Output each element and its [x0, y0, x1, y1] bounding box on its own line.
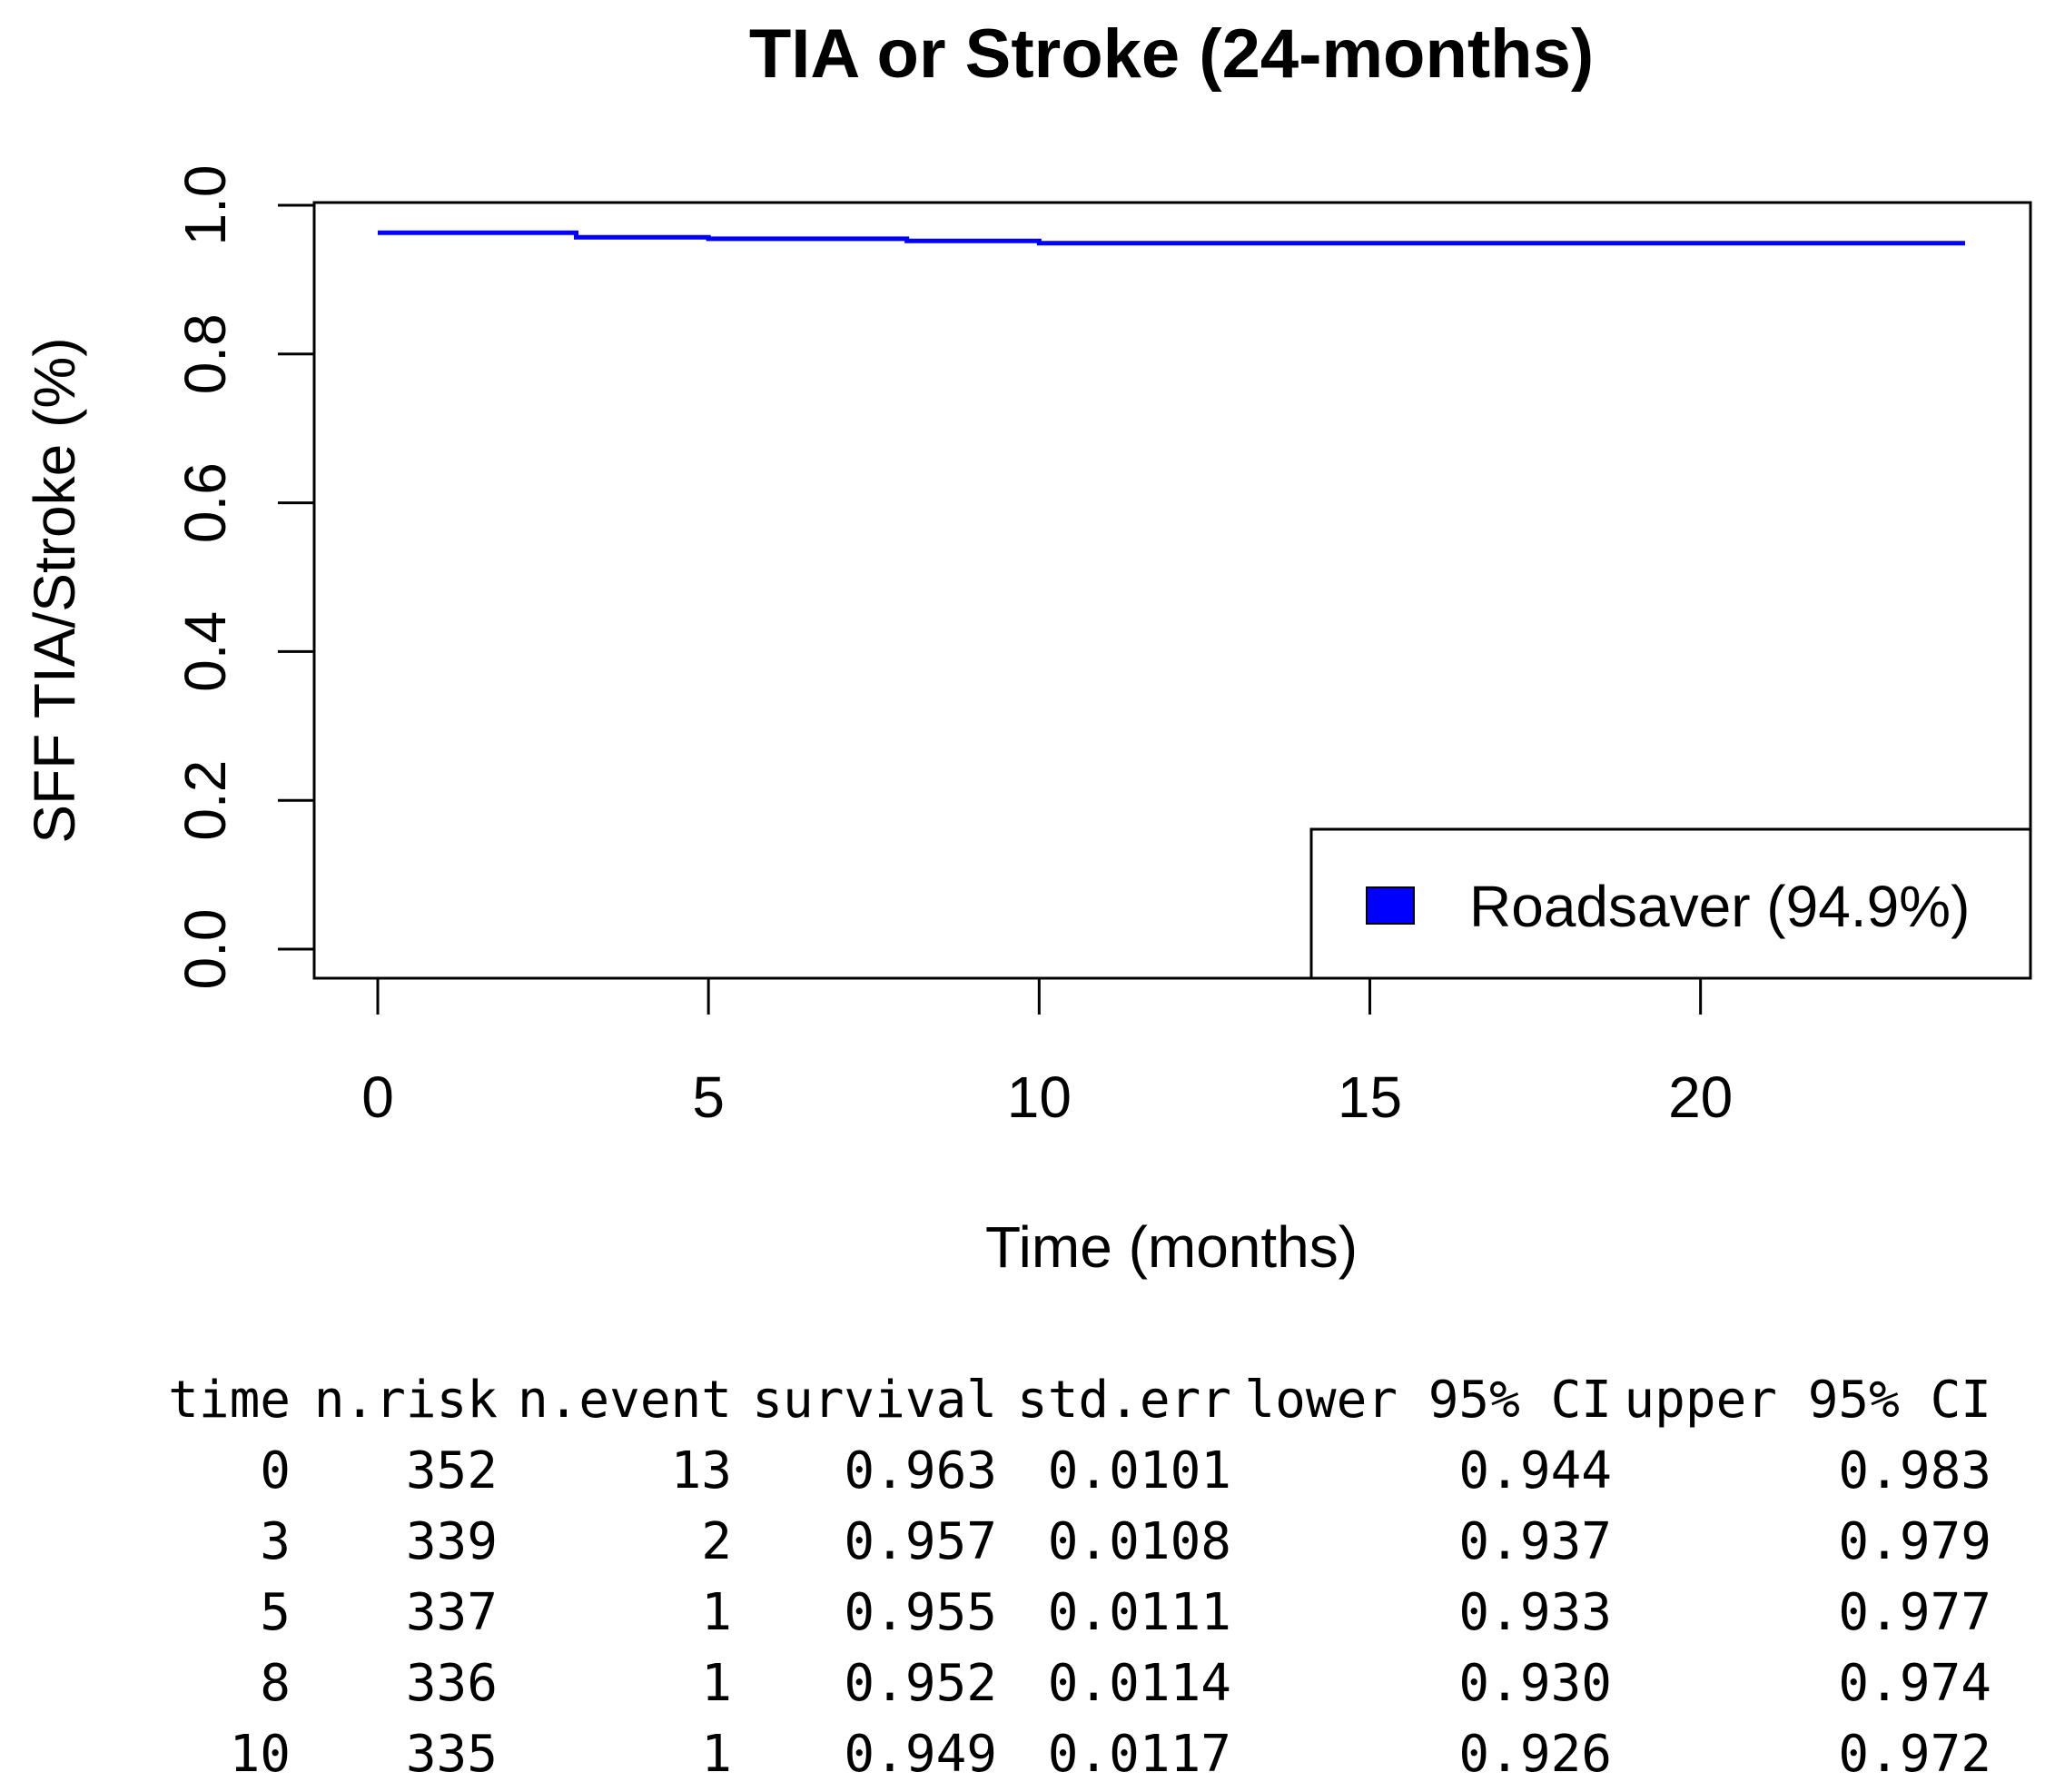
- table-cell: 3: [260, 1512, 291, 1571]
- table-cell: 0.0117: [1048, 1725, 1231, 1784]
- survival-table: time n.risk n.event survival std.err lower 95…: [168, 1371, 1991, 1784]
- series-line-roadsaver: [378, 230, 1965, 246]
- table-header: survival: [752, 1371, 997, 1430]
- table-cell: 0.955: [844, 1583, 997, 1642]
- x-tick-label: 20: [1668, 1064, 1733, 1130]
- y-tick-label: 0.8: [173, 313, 238, 394]
- x-tick-label: 0: [361, 1064, 394, 1130]
- y-tick-label: 0.0: [173, 909, 238, 990]
- table-cell: 0.963: [844, 1441, 997, 1500]
- table-cell: 0.944: [1458, 1441, 1612, 1500]
- table-cell: 0: [260, 1441, 291, 1500]
- table-cell: 1: [701, 1654, 732, 1713]
- x-axis-label: Time (months): [985, 1214, 1358, 1280]
- legend-label-roadsaver: Roadsaver (94.9%): [1469, 874, 1970, 939]
- table-cell: 0.952: [844, 1654, 997, 1713]
- y-tick-label: 0.2: [173, 760, 238, 841]
- table-cell: 0.972: [1838, 1725, 1991, 1784]
- table-cell: 0.0108: [1048, 1512, 1231, 1571]
- y-axis: 0.0 0.2 0.4 0.6 0.8 1.0: [173, 165, 316, 990]
- table-cell: 0.926: [1458, 1725, 1612, 1784]
- table-cell: 0.0101: [1048, 1441, 1231, 1500]
- table-header: n.risk: [314, 1371, 498, 1430]
- table-cell: 339: [406, 1512, 498, 1571]
- y-tick-label: 0.6: [173, 462, 238, 543]
- table-cell: 1: [701, 1583, 732, 1642]
- chart-title: TIA or Stroke (24-months): [749, 15, 1594, 93]
- legend-box: [1309, 827, 2032, 980]
- table-cell: 8: [260, 1654, 291, 1713]
- y-axis-label: SFF TIA/Stroke (%): [22, 337, 87, 843]
- table-cell: 0.949: [844, 1725, 997, 1784]
- table-cell: 0.933: [1458, 1583, 1612, 1642]
- table-cell: 0.0111: [1048, 1583, 1231, 1642]
- table-header: lower 95% CI: [1244, 1371, 1612, 1430]
- legend-swatch-roadsaver: [1366, 886, 1415, 925]
- y-tick-label: 1.0: [173, 165, 238, 246]
- x-axis: 0 5 10 15 20: [361, 976, 1733, 1130]
- table-header: upper 95% CI: [1624, 1371, 1991, 1430]
- table-header: std.err: [1017, 1371, 1231, 1430]
- table-cell: 1: [701, 1725, 732, 1784]
- table-cell: 10: [230, 1725, 291, 1784]
- x-tick-label: 5: [692, 1064, 725, 1130]
- table-cell: 0.979: [1838, 1512, 1991, 1571]
- table-cell: 0.937: [1458, 1512, 1612, 1571]
- table-cell: 0.930: [1458, 1654, 1612, 1713]
- table-cell: 0.957: [844, 1512, 997, 1571]
- table-cell: 0.977: [1838, 1583, 1991, 1642]
- table-cell: 0.974: [1838, 1654, 1991, 1713]
- series-layer: [378, 230, 1965, 246]
- legend: Roadsaver (94.9%): [1309, 827, 2032, 980]
- table-cell: 5: [260, 1583, 291, 1642]
- x-tick-label: 10: [1007, 1064, 1072, 1130]
- table-cell: 2: [701, 1512, 732, 1571]
- table-cell: 336: [406, 1654, 498, 1713]
- table-cell: 337: [406, 1583, 498, 1642]
- table-cell: 335: [406, 1725, 498, 1784]
- table-cell: 352: [406, 1441, 498, 1500]
- table-cell: 13: [671, 1441, 732, 1500]
- table-cell: 0.983: [1838, 1441, 1991, 1500]
- table-cell: 0.0114: [1048, 1654, 1231, 1713]
- y-tick-label: 0.4: [173, 611, 238, 692]
- x-tick-label: 15: [1338, 1064, 1402, 1130]
- table-header: time: [168, 1371, 291, 1430]
- table-header: n.event: [518, 1371, 732, 1430]
